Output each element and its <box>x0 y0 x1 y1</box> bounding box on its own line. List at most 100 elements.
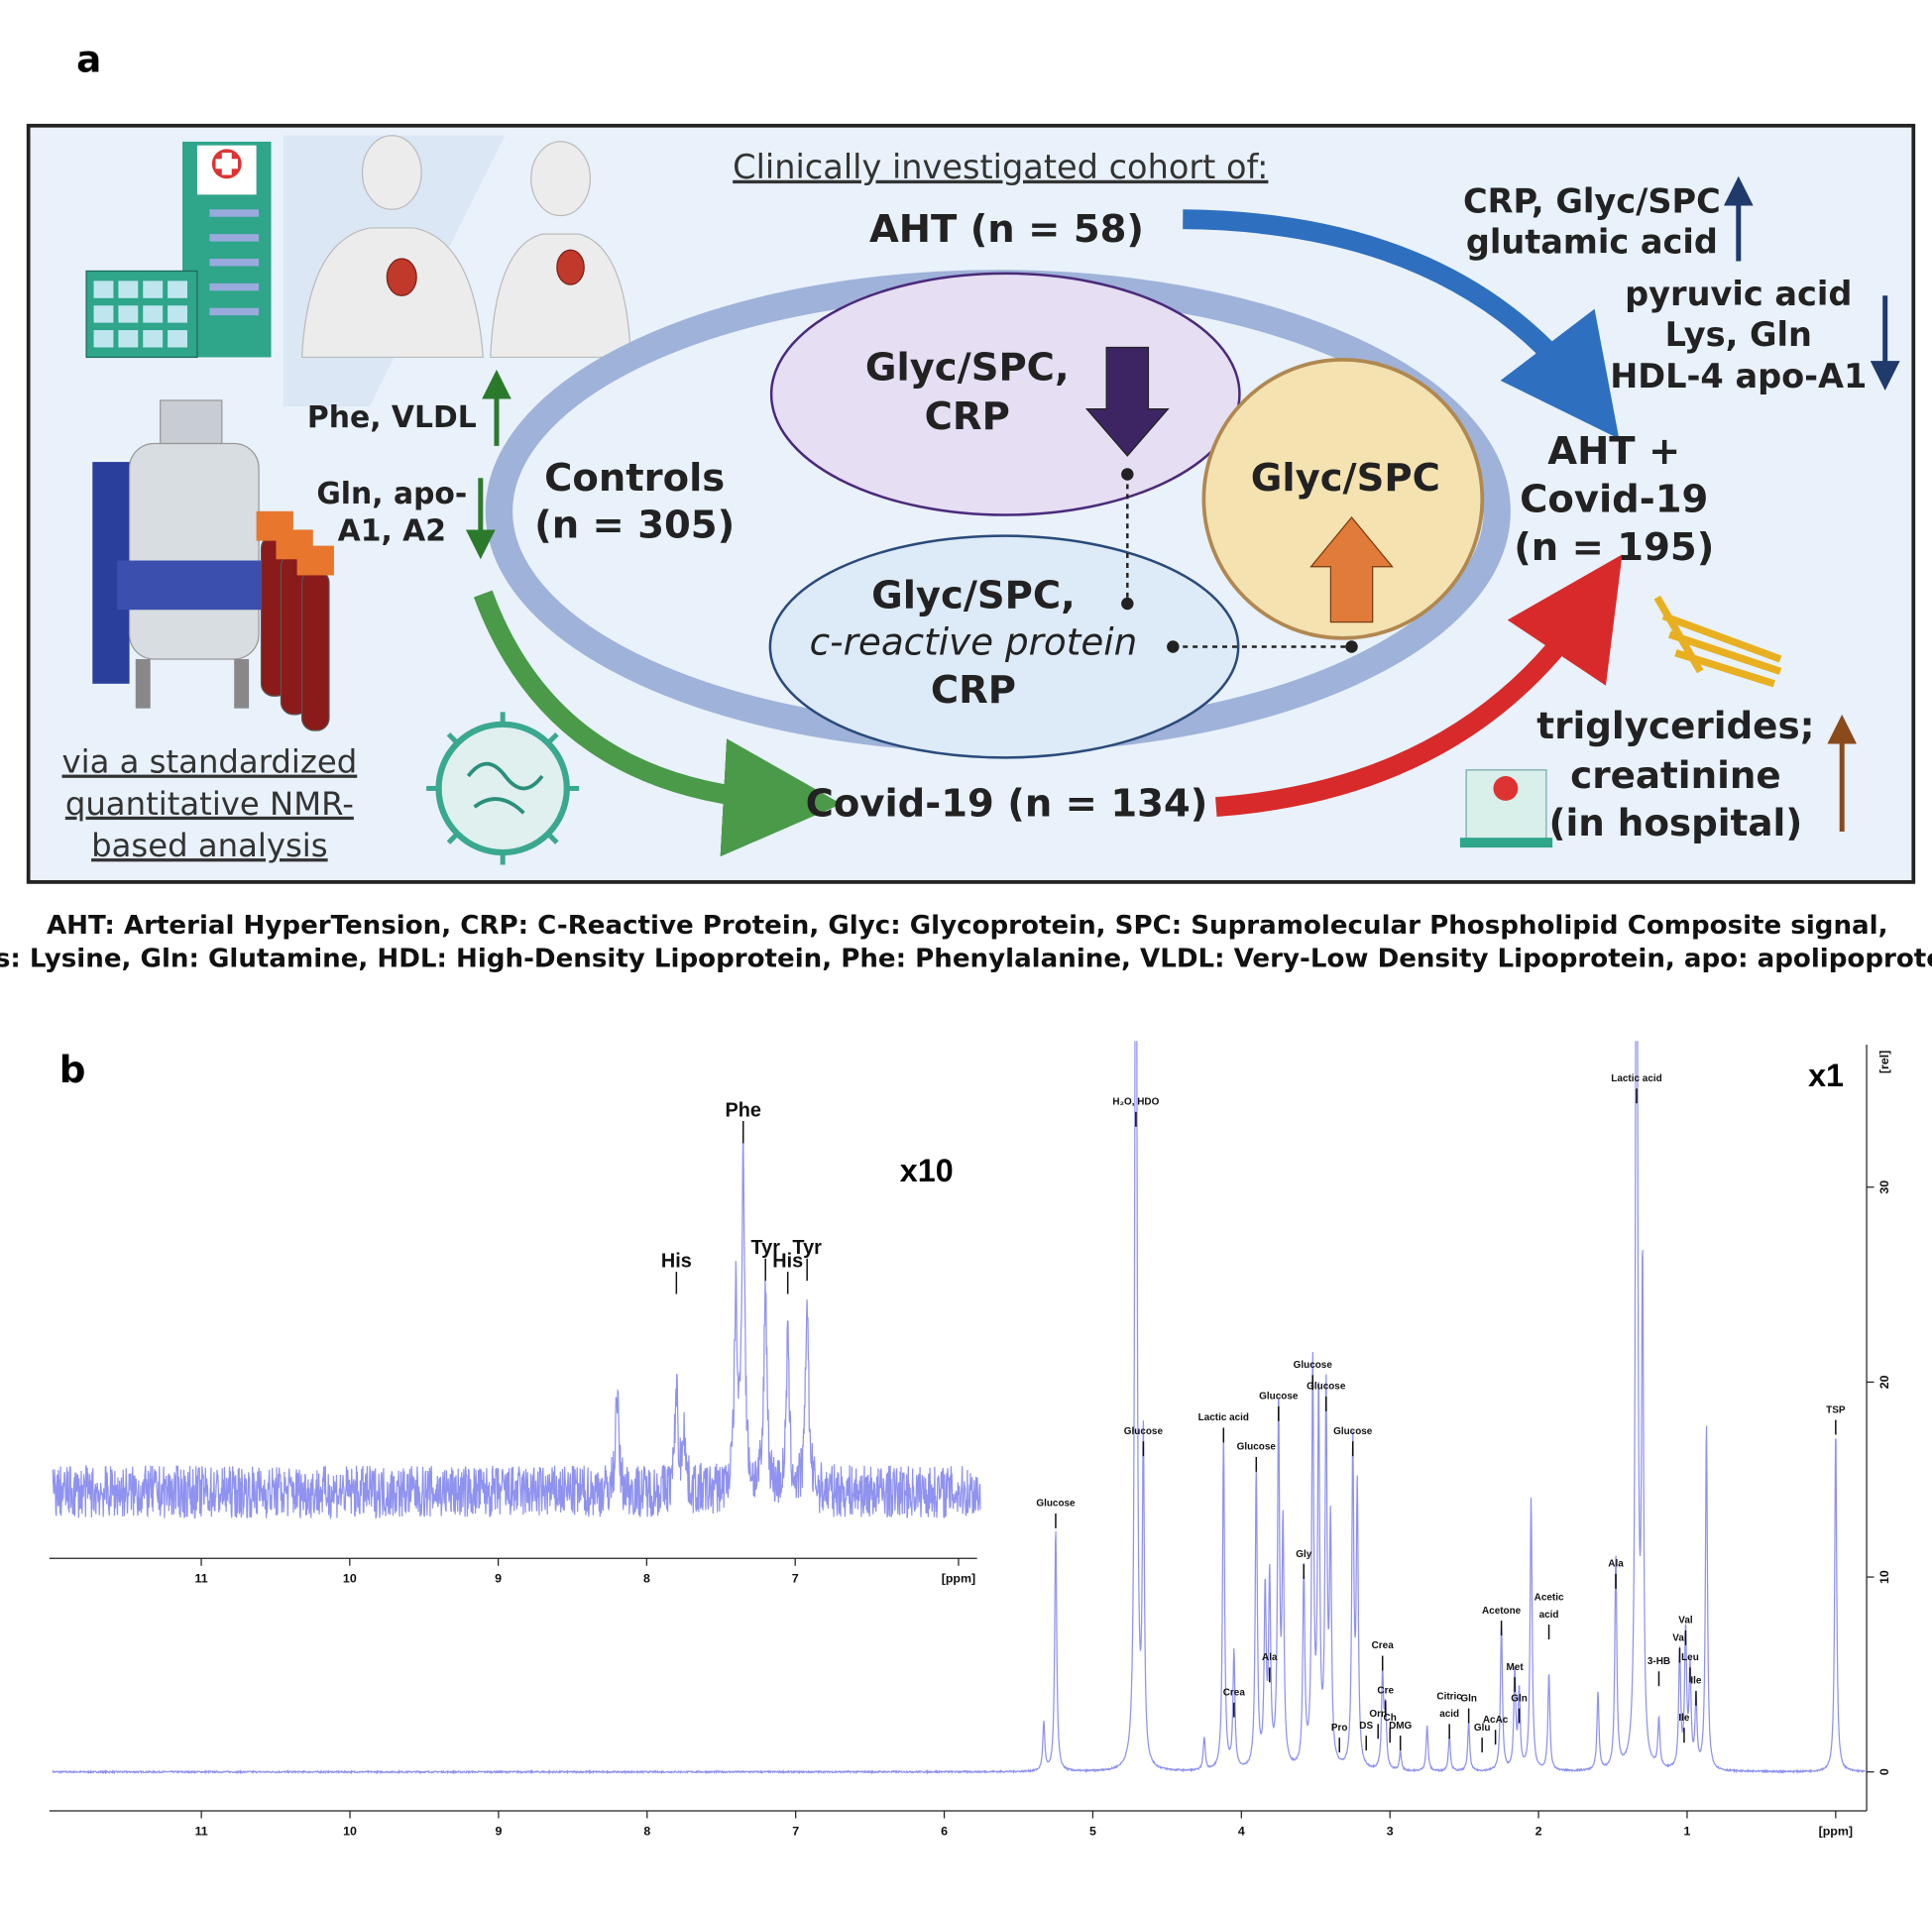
peak-label: Citric <box>1436 1692 1462 1703</box>
peak-label: Glucose <box>1036 1499 1076 1510</box>
cohort-heading: Clinically investigated cohort of: <box>733 148 1268 186</box>
peak-label: Tyr <box>751 1237 781 1259</box>
aht-up: CRP, Glyc/SPC <box>1463 182 1721 221</box>
y-tick-label: 30 <box>1877 1180 1891 1194</box>
tan-circle <box>1201 358 1485 640</box>
blue-text: CRP <box>931 668 1016 713</box>
covid-label: Covid-19 (n = 134) <box>806 781 1208 826</box>
person-icons <box>300 135 632 359</box>
peak-label: Acetone <box>1482 1606 1522 1617</box>
peak-label: AcAc <box>1483 1715 1509 1726</box>
peak-label: Pro <box>1331 1723 1348 1734</box>
x-tick-label: 11 <box>195 1824 208 1838</box>
nmr-note: via a standardized <box>61 743 357 781</box>
x-tick-label: [ppm] <box>1819 1824 1853 1838</box>
lipid-icon <box>1653 595 1782 688</box>
aht-label: AHT (n = 58) <box>869 207 1144 252</box>
peak-label: Lactic acid <box>1611 1073 1661 1084</box>
x-tick-label: 6 <box>941 1824 948 1838</box>
peak-label: H₂O, HDO <box>1112 1097 1159 1108</box>
peak-label: Val <box>1678 1616 1693 1627</box>
y-unit: [rel] <box>1877 1051 1891 1073</box>
purple-oval <box>769 272 1241 516</box>
x-tick-label: 8 <box>643 1572 650 1586</box>
blood-tubes <box>256 510 334 731</box>
peak-label: Glucose <box>1237 1442 1277 1453</box>
peak-label: Glucose <box>1259 1392 1299 1402</box>
spectrum <box>52 1041 1866 1775</box>
panel-label: a <box>76 38 101 81</box>
x-tick-label: 5 <box>1089 1824 1096 1838</box>
peak-label: Ile <box>1690 1676 1702 1687</box>
virus-icon <box>426 712 580 865</box>
peak-label: Gln <box>1511 1693 1528 1704</box>
tan-text: Glyc/SPC <box>1251 456 1440 501</box>
x-tick-label: 2 <box>1535 1824 1542 1838</box>
x-tick-label: 10 <box>343 1824 357 1838</box>
peak-label: acid <box>1539 1610 1559 1621</box>
green-curve-arrow <box>473 590 842 857</box>
peak-label: Ala <box>1608 1559 1624 1570</box>
plot: 11 10 9 8 7 6 5 4 3 2 1 [ppm] 11 10 9 8 7 [ppm] 0 10 20 30 Glu… <box>52 1041 1891 1838</box>
aht-covid-label: (n = 195) <box>1514 525 1714 570</box>
up-arrow <box>1309 516 1394 623</box>
abbreviations: Lys: Lysine, Gln: Glutamine, HDL: High-D… <box>0 945 1932 974</box>
peak-label: Orn <box>1369 1709 1387 1720</box>
peak-label: Lactic acid <box>1198 1412 1249 1423</box>
peak-label: Crea <box>1372 1640 1395 1651</box>
small-hospital <box>1459 769 1553 848</box>
aht-down: HDL-4 apo-A1 <box>1610 357 1867 395</box>
peak-label: Glucose <box>1333 1426 1373 1437</box>
peak-label: DMG <box>1389 1721 1412 1732</box>
peak-label: Glucose <box>1307 1382 1346 1393</box>
panel-label: b <box>59 1048 86 1091</box>
peak-label: Gly <box>1296 1549 1311 1560</box>
peak-label: Tyr <box>792 1237 822 1259</box>
hospital-icon <box>85 141 272 359</box>
x-tick-label: 8 <box>643 1824 650 1838</box>
peak-label: 3-HB <box>1648 1656 1670 1667</box>
peak-label: Gln <box>1460 1693 1477 1704</box>
blue-curve-arrow <box>1183 209 1620 439</box>
peak-label: Val <box>1672 1632 1687 1643</box>
purple-text: CRP <box>925 394 1010 439</box>
peak-label: DS <box>1359 1721 1373 1732</box>
aht-down: pyruvic acid <box>1625 275 1852 313</box>
purple-text: Glyc/SPC, <box>865 345 1070 390</box>
gln-apo: A1, A2 <box>338 513 446 548</box>
x-tick-label: 7 <box>792 1824 799 1838</box>
x-tick-label: 7 <box>792 1572 799 1586</box>
peak-label: Glu <box>1474 1723 1491 1734</box>
aht-covid-label: AHT + <box>1547 429 1680 474</box>
controls-n: (n = 305) <box>534 503 735 547</box>
aht-covid-label: Covid-19 <box>1520 477 1708 521</box>
red-curve-arrow <box>1215 554 1623 818</box>
peak-label: Met <box>1507 1662 1525 1673</box>
inset-spectrum <box>52 1133 981 1520</box>
hospital-up: triglycerides; <box>1536 704 1814 747</box>
nmr-icon <box>92 399 272 709</box>
peak-label: Ile <box>1678 1713 1690 1724</box>
peak-label: Glucose <box>1124 1426 1164 1437</box>
x-tick-label: 4 <box>1238 1824 1245 1838</box>
nmr-note: based analysis <box>91 827 328 864</box>
x-tick-label: 9 <box>495 1824 502 1838</box>
peak-label: Cre <box>1377 1685 1394 1696</box>
small-arrows <box>465 175 1900 832</box>
peak-label: His <box>661 1250 692 1272</box>
peak-label: Acetic <box>1534 1592 1564 1603</box>
peak-label: acid <box>1439 1709 1459 1720</box>
x-tick-label: [ppm] <box>942 1572 975 1586</box>
abbreviations: AHT: Arterial HyperTension, CRP: C-React… <box>47 911 1888 941</box>
x-tick-label: 9 <box>495 1572 502 1586</box>
blue-oval <box>768 534 1240 759</box>
x-tick-label: 10 <box>343 1572 357 1586</box>
peak-label: Phe <box>726 1099 761 1121</box>
peak-label: His <box>772 1250 803 1272</box>
peak-label: Ch <box>1384 1713 1397 1724</box>
y-tick-label: 0 <box>1877 1768 1891 1775</box>
hospital-up: creatinine <box>1570 753 1781 797</box>
main-scale: x1 <box>1808 1058 1844 1093</box>
